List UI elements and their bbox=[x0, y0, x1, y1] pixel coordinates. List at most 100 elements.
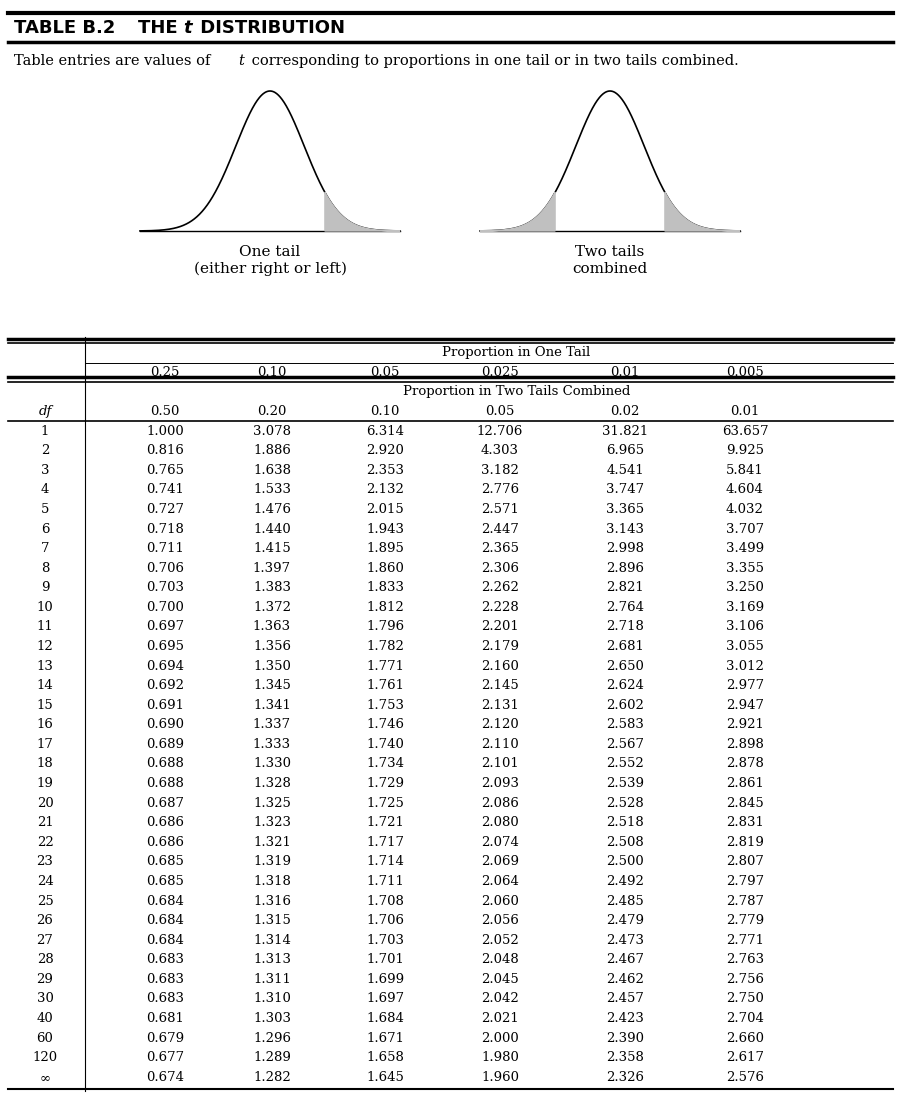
Text: 2.447: 2.447 bbox=[481, 523, 519, 535]
Text: 4: 4 bbox=[41, 483, 50, 497]
Text: 1.701: 1.701 bbox=[366, 953, 404, 967]
Text: combined: combined bbox=[572, 262, 648, 276]
Text: 3.499: 3.499 bbox=[726, 542, 764, 555]
Text: 0.711: 0.711 bbox=[146, 542, 184, 555]
Text: 3.365: 3.365 bbox=[606, 503, 644, 516]
Text: 2.947: 2.947 bbox=[726, 699, 764, 711]
Text: 2.069: 2.069 bbox=[481, 855, 519, 869]
Text: 3.747: 3.747 bbox=[606, 483, 644, 497]
Text: 0.25: 0.25 bbox=[150, 366, 179, 379]
Text: 1.333: 1.333 bbox=[253, 738, 291, 751]
Text: 2.390: 2.390 bbox=[606, 1032, 644, 1045]
Text: 2.365: 2.365 bbox=[481, 542, 519, 555]
Text: 1.315: 1.315 bbox=[253, 914, 291, 927]
Text: 2.821: 2.821 bbox=[606, 581, 644, 595]
Text: 2.492: 2.492 bbox=[606, 875, 644, 889]
Text: 3.250: 3.250 bbox=[726, 581, 764, 595]
Text: 1.671: 1.671 bbox=[366, 1032, 404, 1045]
Text: 2.110: 2.110 bbox=[481, 738, 519, 751]
Text: 0.005: 0.005 bbox=[726, 366, 764, 379]
Text: 2.042: 2.042 bbox=[481, 992, 519, 1005]
Text: 0.10: 0.10 bbox=[258, 366, 287, 379]
Text: 1.708: 1.708 bbox=[366, 895, 404, 907]
Text: 1.316: 1.316 bbox=[253, 895, 291, 907]
Text: 1.717: 1.717 bbox=[366, 836, 404, 849]
Text: 1.303: 1.303 bbox=[253, 1012, 291, 1025]
Text: 1.296: 1.296 bbox=[253, 1032, 291, 1045]
Text: 0.05: 0.05 bbox=[486, 405, 514, 418]
Text: 2.056: 2.056 bbox=[481, 914, 519, 927]
Text: 2.776: 2.776 bbox=[481, 483, 519, 497]
Text: corresponding to proportions in one tail or in two tails combined.: corresponding to proportions in one tail… bbox=[247, 54, 739, 68]
Text: 5: 5 bbox=[41, 503, 50, 516]
Text: 1.372: 1.372 bbox=[253, 601, 291, 614]
Text: 1.895: 1.895 bbox=[366, 542, 404, 555]
Text: 1.310: 1.310 bbox=[253, 992, 291, 1005]
Text: 1.761: 1.761 bbox=[366, 679, 404, 693]
Text: 3.143: 3.143 bbox=[606, 523, 644, 535]
Text: 1.886: 1.886 bbox=[253, 444, 291, 457]
Text: 0.50: 0.50 bbox=[150, 405, 179, 418]
Text: 63.657: 63.657 bbox=[722, 425, 769, 437]
Text: 120: 120 bbox=[32, 1051, 58, 1065]
Text: 1.383: 1.383 bbox=[253, 581, 291, 595]
Text: 11: 11 bbox=[37, 621, 53, 633]
Text: 0.687: 0.687 bbox=[146, 797, 184, 809]
Text: 2.262: 2.262 bbox=[481, 581, 519, 595]
Text: 1: 1 bbox=[41, 425, 50, 437]
Text: 2.681: 2.681 bbox=[606, 640, 644, 653]
Text: 0.684: 0.684 bbox=[146, 895, 184, 907]
Text: 3: 3 bbox=[41, 464, 50, 477]
Text: 2.508: 2.508 bbox=[606, 836, 644, 849]
Text: 2.998: 2.998 bbox=[606, 542, 644, 555]
Text: 0.683: 0.683 bbox=[146, 992, 184, 1005]
Text: 6.965: 6.965 bbox=[606, 444, 644, 457]
Text: 0.691: 0.691 bbox=[146, 699, 184, 711]
Text: 0.683: 0.683 bbox=[146, 953, 184, 967]
Text: 1.980: 1.980 bbox=[481, 1051, 519, 1065]
Text: 2.462: 2.462 bbox=[606, 973, 644, 985]
Text: 2.898: 2.898 bbox=[726, 738, 764, 751]
Text: 0.681: 0.681 bbox=[146, 1012, 184, 1025]
Text: 2.552: 2.552 bbox=[606, 757, 644, 771]
Text: 2.576: 2.576 bbox=[726, 1071, 764, 1083]
Text: 2.878: 2.878 bbox=[726, 757, 764, 771]
Text: 3.078: 3.078 bbox=[253, 425, 291, 437]
Text: 9: 9 bbox=[41, 581, 50, 595]
Text: 0.692: 0.692 bbox=[146, 679, 184, 693]
Text: 1.960: 1.960 bbox=[481, 1071, 519, 1083]
Text: 4.032: 4.032 bbox=[726, 503, 764, 516]
Text: 0.20: 0.20 bbox=[258, 405, 287, 418]
Text: 2.845: 2.845 bbox=[726, 797, 764, 809]
Text: 0.684: 0.684 bbox=[146, 914, 184, 927]
Text: 0.685: 0.685 bbox=[146, 875, 184, 889]
Text: 0.816: 0.816 bbox=[146, 444, 184, 457]
Text: 1.345: 1.345 bbox=[253, 679, 291, 693]
Text: 19: 19 bbox=[37, 777, 53, 791]
Text: 0.765: 0.765 bbox=[146, 464, 184, 477]
Text: 2.101: 2.101 bbox=[481, 757, 519, 771]
Text: 2.160: 2.160 bbox=[481, 659, 519, 673]
Text: TABLE B.2: TABLE B.2 bbox=[14, 19, 115, 37]
Text: 2.624: 2.624 bbox=[606, 679, 644, 693]
Text: 0.727: 0.727 bbox=[146, 503, 184, 516]
Text: 2.485: 2.485 bbox=[606, 895, 644, 907]
Text: 2.831: 2.831 bbox=[726, 816, 764, 829]
Text: 2.326: 2.326 bbox=[606, 1071, 644, 1083]
Text: 0.694: 0.694 bbox=[146, 659, 184, 673]
Text: 1.533: 1.533 bbox=[253, 483, 291, 497]
Text: 1.323: 1.323 bbox=[253, 816, 291, 829]
Text: 2.021: 2.021 bbox=[481, 1012, 519, 1025]
Text: 40: 40 bbox=[37, 1012, 53, 1025]
Text: 1.363: 1.363 bbox=[253, 621, 291, 633]
Text: 3.012: 3.012 bbox=[726, 659, 764, 673]
Text: 1.311: 1.311 bbox=[253, 973, 291, 985]
Text: (either right or left): (either right or left) bbox=[194, 262, 347, 276]
Text: t: t bbox=[183, 19, 192, 37]
Text: 21: 21 bbox=[37, 816, 53, 829]
Text: 2.074: 2.074 bbox=[481, 836, 519, 849]
Text: 1.289: 1.289 bbox=[253, 1051, 291, 1065]
Text: 0.741: 0.741 bbox=[146, 483, 184, 497]
Text: 1.440: 1.440 bbox=[253, 523, 291, 535]
Text: 2.179: 2.179 bbox=[481, 640, 519, 653]
